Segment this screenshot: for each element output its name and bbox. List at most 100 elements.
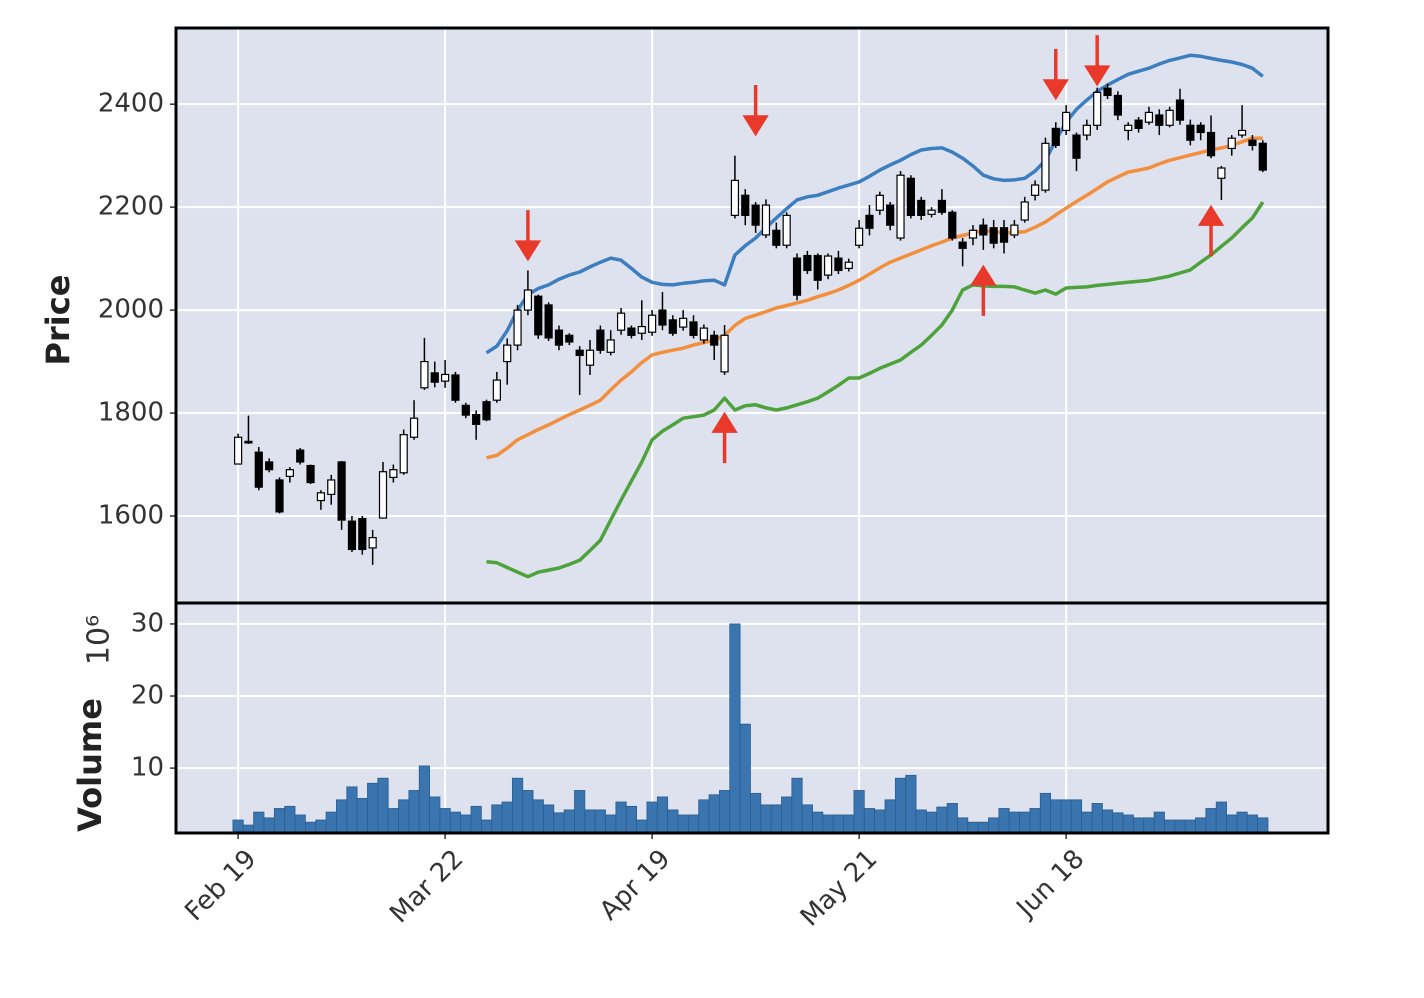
candle-body bbox=[606, 339, 615, 353]
candle-body bbox=[761, 204, 771, 236]
candle-body bbox=[1113, 94, 1122, 116]
volume-frame bbox=[174, 601, 1330, 835]
volume-bar bbox=[273, 808, 286, 834]
volume-bar bbox=[574, 790, 586, 834]
volume-bar bbox=[460, 814, 472, 834]
volume-bar bbox=[739, 723, 751, 834]
candle-body bbox=[1062, 111, 1071, 132]
candle-body bbox=[979, 224, 988, 236]
volume-bar bbox=[1215, 801, 1227, 834]
candle-body bbox=[244, 440, 253, 444]
volume-bar bbox=[429, 796, 441, 834]
candle-body bbox=[347, 520, 357, 551]
volume-bar bbox=[1122, 814, 1134, 834]
volume-bar bbox=[863, 808, 876, 834]
volume-bar bbox=[1184, 819, 1196, 834]
sell-arrow bbox=[1042, 48, 1069, 101]
volume-bar bbox=[408, 790, 420, 834]
candle-body bbox=[430, 372, 439, 383]
volume-bar bbox=[377, 777, 389, 834]
volume-bar bbox=[843, 814, 855, 834]
volume-bar bbox=[946, 803, 958, 834]
candle-body bbox=[1103, 87, 1112, 97]
volume-bar bbox=[1133, 817, 1145, 834]
volume-bar bbox=[988, 817, 1000, 834]
volume-bar bbox=[1060, 799, 1072, 834]
volume-bar bbox=[470, 805, 482, 834]
volume-bar bbox=[532, 799, 544, 834]
candle-body bbox=[337, 461, 346, 521]
volume-bar bbox=[1195, 817, 1207, 834]
candle-body bbox=[730, 179, 740, 216]
candle-body bbox=[1093, 91, 1102, 126]
volume-bar bbox=[398, 799, 410, 834]
volume-bar bbox=[1174, 819, 1186, 834]
volume-axis-label: Volume bbox=[71, 698, 109, 832]
candle-body bbox=[751, 204, 760, 226]
candle-body bbox=[658, 309, 667, 326]
y-axis-label: Price bbox=[39, 275, 77, 366]
volume-bar bbox=[915, 809, 927, 834]
sell-arrow bbox=[1084, 35, 1111, 87]
candle-body bbox=[968, 229, 978, 239]
candle-body bbox=[1227, 137, 1236, 150]
volume-bar bbox=[304, 821, 317, 834]
volume-bar bbox=[1070, 799, 1083, 834]
candle-body bbox=[544, 304, 553, 339]
x-tick-label: May 21 bbox=[795, 844, 883, 932]
candle-body bbox=[999, 227, 1009, 243]
x-tick-label: Apr 19 bbox=[594, 844, 676, 926]
volume-bar bbox=[439, 808, 451, 834]
volume-bar bbox=[387, 808, 399, 834]
volume-bar bbox=[977, 821, 989, 834]
buy-arrow bbox=[970, 264, 997, 316]
sell-arrow bbox=[742, 85, 769, 137]
candle-body bbox=[1258, 142, 1267, 171]
volume-bar bbox=[594, 809, 606, 834]
volume-bar bbox=[1226, 814, 1238, 834]
band-line bbox=[486, 136, 1263, 460]
candle-body bbox=[917, 199, 926, 216]
candle-body bbox=[503, 344, 512, 363]
candle-body bbox=[1217, 167, 1226, 179]
candle-body bbox=[554, 329, 564, 346]
y-tick-label: 2200 bbox=[98, 192, 164, 222]
volume-bar bbox=[1112, 812, 1124, 834]
candle-body bbox=[1144, 111, 1154, 123]
candle-body bbox=[378, 471, 388, 519]
volume-bar bbox=[636, 819, 648, 834]
sell-arrow bbox=[514, 210, 542, 262]
candle-body bbox=[886, 204, 895, 226]
volume-bar bbox=[791, 777, 803, 834]
volume-bar bbox=[812, 811, 824, 834]
volume-bar bbox=[1019, 811, 1031, 834]
volume-bar bbox=[449, 811, 462, 834]
candle-body bbox=[616, 312, 626, 331]
candle-body bbox=[275, 479, 284, 513]
band-line bbox=[485, 53, 1264, 355]
y-tick-label: 30 bbox=[131, 608, 164, 638]
candle-body bbox=[285, 469, 294, 477]
candle-body bbox=[937, 199, 947, 213]
volume-bar bbox=[605, 814, 617, 834]
volume-bar bbox=[905, 774, 917, 834]
candle-body bbox=[710, 334, 719, 346]
candle-body bbox=[254, 451, 263, 488]
y-tick-label: 2400 bbox=[98, 89, 164, 119]
volume-bar bbox=[625, 805, 637, 834]
volume-bar bbox=[263, 817, 275, 834]
volume-bar bbox=[491, 804, 503, 834]
volume-bar bbox=[1050, 799, 1062, 834]
volume-bar bbox=[998, 808, 1010, 834]
y-tick-label: 10 bbox=[131, 753, 164, 783]
candle-body bbox=[492, 379, 501, 401]
candle-body bbox=[772, 229, 781, 246]
x-tick-label: Feb 19 bbox=[179, 844, 262, 927]
volume-bar bbox=[1257, 817, 1269, 834]
volume-bar bbox=[511, 777, 524, 834]
candle-body bbox=[927, 209, 936, 215]
candle-body bbox=[316, 492, 326, 502]
buy-arrow bbox=[711, 411, 738, 464]
candle-body bbox=[1237, 129, 1247, 136]
